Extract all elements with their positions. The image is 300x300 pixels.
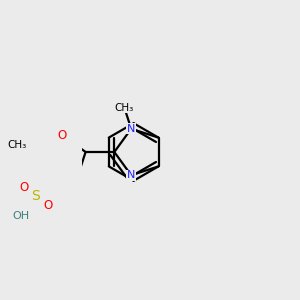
Text: O: O [19, 181, 28, 194]
Text: O: O [58, 129, 67, 142]
Text: CH₃: CH₃ [8, 140, 27, 150]
Text: OH: OH [13, 211, 30, 221]
Text: CH₃: CH₃ [115, 103, 134, 112]
Text: O: O [44, 199, 53, 212]
Text: S: S [32, 189, 40, 203]
Text: N: N [127, 170, 135, 180]
Text: N: N [127, 124, 135, 134]
